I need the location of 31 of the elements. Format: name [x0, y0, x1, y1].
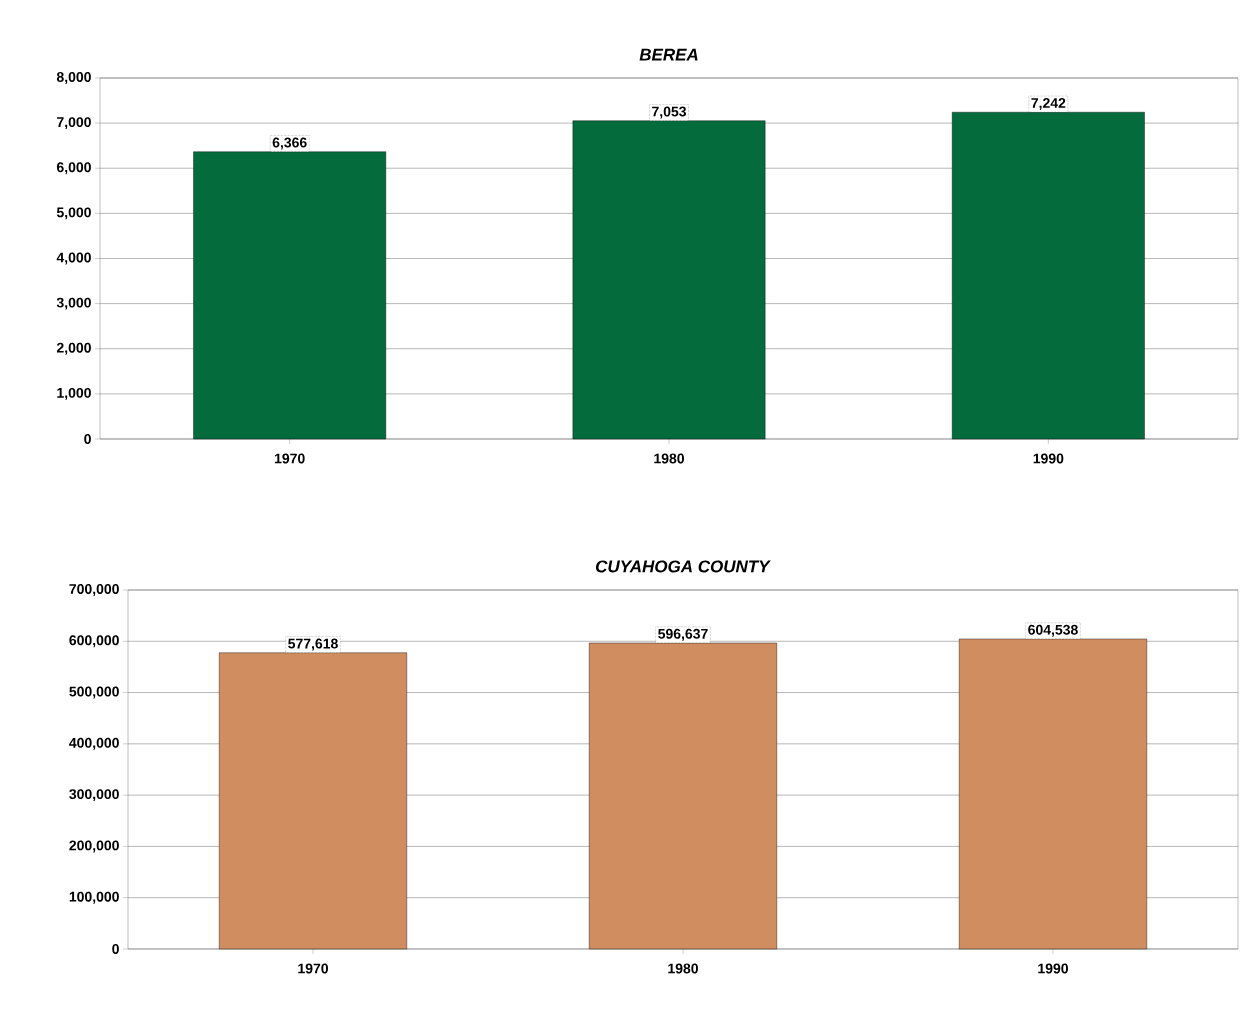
chart-title: CUYAHOGA COUNTY — [595, 560, 771, 573]
y-tick-label: 6,000 — [56, 162, 91, 175]
y-tick-label: 600,000 — [69, 635, 119, 648]
y-tick-label: 1,000 — [57, 387, 91, 400]
data-label: 596,637 — [658, 628, 708, 641]
y-tick-label: 200,000 — [69, 840, 119, 853]
x-tick-label: 1970 — [274, 453, 305, 464]
y-tick-label: 500,000 — [69, 686, 119, 699]
y-tick-label: 0 — [84, 434, 91, 444]
data-label: 604,538 — [1028, 624, 1078, 637]
x-tick-label: 1980 — [668, 963, 698, 974]
y-tick-label: 5,000 — [56, 207, 91, 220]
y-tick-label: 8,000 — [56, 72, 91, 84]
y-tick-label: 7,000 — [57, 117, 91, 130]
x-tick-label: 1990 — [1038, 963, 1068, 974]
y-tick-label: 2,000 — [56, 342, 91, 355]
chart-title: BEREA — [639, 48, 698, 61]
y-tick-label: 0 — [112, 944, 119, 954]
data-label: 6,366 — [272, 137, 307, 150]
y-tick-label: 4,000 — [56, 252, 91, 265]
y-tick-label: 700,000 — [69, 584, 119, 596]
y-tick-label: 300,000 — [69, 789, 119, 802]
data-label: 577,618 — [288, 638, 338, 651]
x-tick-label: 1990 — [1033, 453, 1064, 464]
data-label: 7,053 — [652, 106, 687, 119]
y-tick-label: 100,000 — [69, 891, 119, 904]
y-tick-label: 3,000 — [56, 297, 91, 310]
data-label: 7,242 — [1031, 98, 1066, 110]
x-tick-label: 1970 — [298, 963, 328, 974]
x-tick-label: 1980 — [654, 453, 684, 464]
y-tick-label: 400,000 — [69, 737, 119, 750]
